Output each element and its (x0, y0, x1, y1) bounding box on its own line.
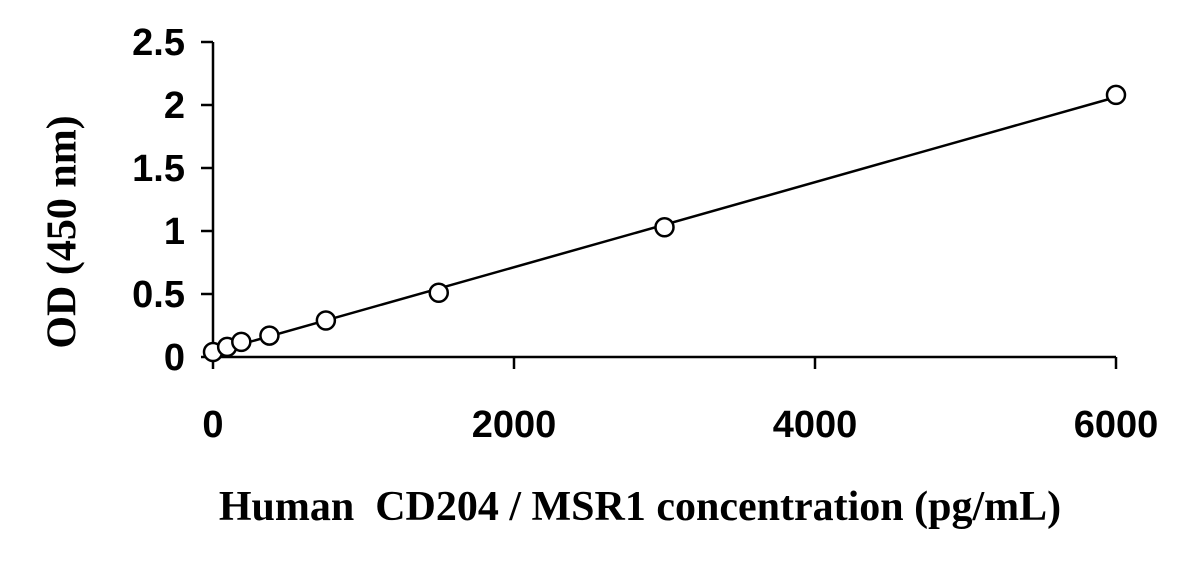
x-tick-label: 0 (202, 404, 223, 446)
y-tick-label: 2.5 (132, 22, 185, 64)
y-tick-label: 0.5 (132, 274, 185, 316)
x-tick-label: 6000 (1074, 404, 1159, 446)
data-point (315, 310, 337, 331)
data-point (428, 282, 449, 303)
y-tick-label: 1 (164, 211, 185, 253)
x-tick-label: 2000 (472, 404, 557, 446)
axes: 0 0.5 1 1.5 2 2.5 0 2000 4000 6000 (132, 22, 1158, 446)
y-tick-label: 0 (164, 337, 185, 379)
y-axis-title: OD (450 nm) (40, 115, 86, 348)
data-points (202, 84, 1127, 363)
data-point (1105, 84, 1127, 106)
x-tick-label: 4000 (773, 404, 858, 446)
data-point (654, 216, 675, 238)
data-point (259, 325, 280, 346)
y-tick-label: 2 (164, 85, 185, 127)
data-point (231, 331, 252, 353)
x-axis-title: Human CD204 / MSR1 concentration (pg/mL) (219, 484, 1061, 530)
y-tick-label: 1.5 (132, 148, 185, 190)
